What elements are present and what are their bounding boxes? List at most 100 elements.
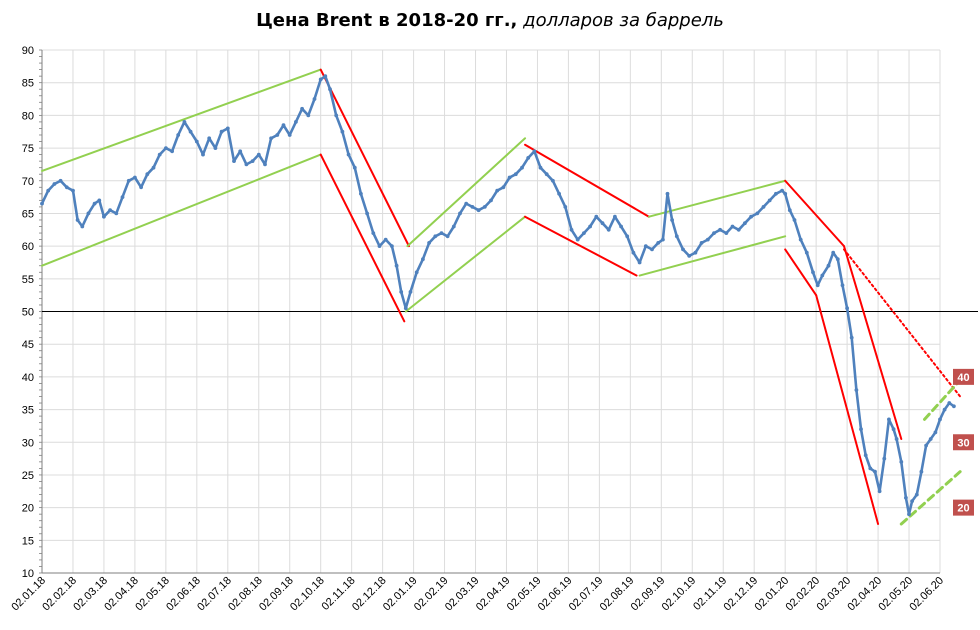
series-point [501,185,506,190]
series-point [877,489,882,494]
series-point [914,492,919,497]
series-point [631,250,636,255]
series-point [887,417,891,422]
series-point [894,437,899,441]
series-point [256,152,261,157]
series-point [854,388,859,392]
series-point [40,201,44,206]
series-point [665,191,670,196]
series-point [820,273,825,278]
y-tick-label: 75 [22,143,34,155]
series-point [86,211,91,216]
series-point [767,198,772,203]
series-point [891,427,896,432]
trend-line-green-lower [41,153,322,267]
series-point [933,430,938,435]
series-point [749,214,753,219]
series-point [755,211,760,216]
series-point [674,234,679,239]
series-point [532,149,537,154]
series-point [421,257,425,262]
series-point [102,214,106,219]
series-point [399,290,404,294]
series-point [476,208,481,213]
trend-line-green-dashed-lower [899,470,962,526]
series-point [482,205,487,209]
series-point [619,224,623,229]
series-point [97,198,102,203]
x-tick-label: 02.10.19 [660,575,699,614]
series-point [414,270,419,275]
trend-channels [41,68,962,526]
series-point [359,191,363,196]
series-point [787,208,792,213]
series-point [712,231,716,236]
series-point [859,427,863,432]
series-point [250,159,255,164]
price-badge-box [953,434,974,451]
series-point [513,172,518,177]
series-point [80,224,85,229]
trend-line-red-upper [524,143,650,218]
series-point [863,453,868,458]
series-point [849,335,854,340]
series-point [924,443,928,448]
trend-line-red-lower [815,294,880,525]
series-point [661,237,665,242]
series-point [383,237,388,242]
series-point [681,247,685,252]
series-point [281,123,286,128]
series-point [328,87,332,92]
series-point [792,218,797,222]
series-point [774,191,778,196]
trend-line-green-lower [404,215,527,313]
series-point [919,469,924,474]
price-badges: 40 30 20 [953,368,974,516]
series-layer [40,74,956,517]
series-point [390,244,394,249]
series-point [693,250,698,255]
series-point [464,201,469,206]
series-point [164,146,168,151]
series-point [687,254,692,258]
series-point [365,211,369,216]
y-tick-label: 85 [22,78,34,90]
y-tick-label: 70 [22,176,34,188]
series-point [312,97,317,101]
price-badge-box [953,368,974,385]
series-point [213,146,218,151]
series-point [582,231,586,236]
trend-line-red-lower [319,153,406,323]
series-point [551,178,555,183]
trend-line-red-lower [784,248,818,297]
series-point [845,306,849,311]
series-point [868,466,873,471]
trend-line-red-dotted [843,248,962,398]
series-point [520,165,524,170]
series-point [439,231,444,236]
series-point [526,156,531,160]
series-point [323,74,328,79]
series-point [942,407,947,412]
series-point [538,165,543,170]
series-point [219,129,224,134]
series-point [804,250,809,255]
series-point [557,191,561,196]
series-point [182,120,187,124]
price-badge-label: 30 [957,437,969,449]
series-point [783,191,788,196]
series-point [433,234,438,239]
series-point [445,234,450,239]
chart-title: Цена Brent в 2018-20 гг., долларов за ба… [0,10,980,31]
series-point [606,227,611,232]
series-point [826,263,831,268]
series-point [114,211,119,216]
series-point [594,214,599,219]
series-point [637,260,642,265]
series-point [201,152,205,157]
series-point [736,227,741,232]
y-tick-label: 30 [22,437,34,449]
series-point [600,221,605,226]
series-point [176,133,181,137]
